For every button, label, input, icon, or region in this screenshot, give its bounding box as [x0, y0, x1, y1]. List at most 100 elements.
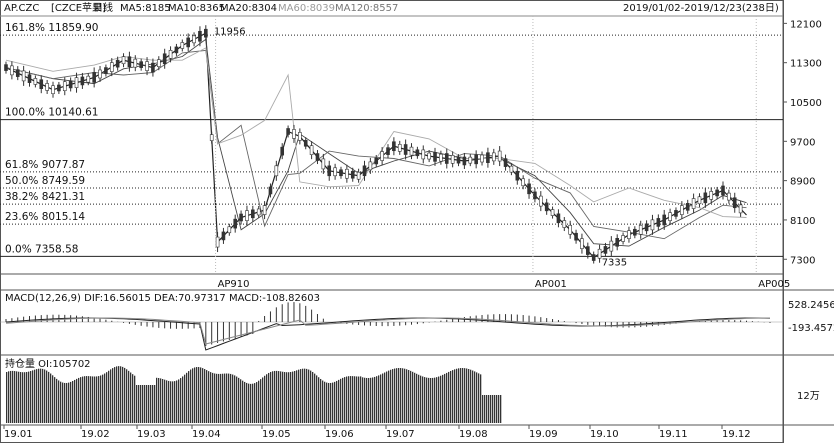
oi-bar [26, 372, 28, 423]
dea-line [5, 317, 770, 345]
oi-bar [452, 370, 454, 423]
oi-bar [472, 370, 474, 423]
oi-bar [442, 374, 444, 423]
oi-bar [100, 375, 102, 423]
oi-bar [44, 369, 46, 423]
oi-bar [352, 376, 354, 423]
oi-bar [390, 369, 392, 423]
oi-bar [304, 368, 306, 423]
candle-body [468, 156, 473, 164]
oi-bar [426, 377, 428, 423]
oi-bar [186, 372, 188, 423]
candle-body [239, 213, 243, 222]
candle-body [480, 154, 484, 163]
oi-bar [370, 377, 372, 423]
oi-bar [450, 370, 452, 423]
oi-bar [140, 385, 142, 423]
oi-bar [248, 383, 250, 423]
ma20-line [5, 49, 747, 240]
oi-bar [148, 385, 150, 423]
oi-bar [464, 368, 466, 423]
date-label: 19.12 [722, 429, 751, 440]
oi-bar [446, 372, 448, 423]
candle-body [691, 198, 696, 209]
oi-bar [132, 374, 134, 423]
oi-bar [460, 368, 462, 423]
candle-body [527, 183, 531, 195]
oi-bar [108, 370, 110, 423]
candle-body [80, 76, 85, 86]
oi-bar [226, 373, 228, 423]
oi-bar [12, 370, 14, 423]
oi-bar [252, 383, 254, 423]
oi-bar [154, 385, 156, 423]
oi-bar [294, 370, 296, 423]
candle-body [415, 149, 420, 157]
oi-bar [92, 376, 94, 423]
oi-bar [6, 372, 8, 423]
candle-body [127, 56, 132, 68]
oi-bar [134, 375, 136, 423]
oi-bar [76, 378, 78, 423]
oi-bar [262, 377, 264, 423]
candle-body [486, 152, 490, 163]
symbol-label: AP.CZC [4, 3, 39, 14]
date-label: 19.02 [81, 429, 110, 440]
oi-bar [324, 381, 326, 423]
ma60-line [5, 47, 747, 218]
oi-bar [274, 370, 276, 423]
candle-body [374, 157, 379, 165]
price-series: 11956 7335 [4, 25, 747, 269]
candle-body [133, 58, 138, 68]
oi-bar [300, 369, 302, 423]
candle-body [633, 228, 637, 236]
oi-bar [238, 377, 240, 423]
ma20-label: MA20:8304 [220, 3, 277, 14]
oi-bar [206, 370, 208, 423]
candle-body [350, 170, 355, 179]
oi-bar [164, 379, 166, 423]
candle-body [180, 42, 185, 49]
oi-bar [242, 380, 244, 423]
oi-bar [372, 377, 374, 423]
oi-bar [408, 370, 410, 423]
oi-bar [448, 371, 450, 423]
macd-panel: MACD(12,26,9) DIF:16.56015 DEA:70.97317 … [0, 293, 834, 351]
oi-bar [440, 375, 442, 423]
candle-body [721, 185, 725, 196]
oi-bar [36, 369, 38, 423]
candle-body [292, 129, 296, 139]
candle-body [456, 156, 461, 164]
candle-body [621, 235, 625, 242]
candle-body [251, 209, 255, 219]
oi-bar [492, 395, 494, 423]
candle-body [262, 205, 267, 215]
oi-bar [478, 373, 480, 423]
oi-bar [178, 379, 180, 423]
oi-bar [146, 385, 148, 423]
oi-bar [328, 382, 330, 423]
oi-bar [234, 375, 236, 423]
oi-bar [116, 366, 118, 423]
fib-label: 100.0% 10140.61 [5, 107, 98, 119]
candle-body [586, 246, 590, 255]
oi-bar [72, 380, 74, 423]
oi-bar [288, 372, 290, 423]
candle-body [591, 254, 596, 261]
oi-bar [400, 368, 402, 423]
candle-body [10, 65, 14, 76]
oi-bar [80, 377, 82, 423]
oi-bar [306, 368, 308, 423]
oi-bar [496, 395, 498, 423]
oi-bar [484, 395, 486, 423]
oi-bar [42, 368, 44, 423]
oi-bar [168, 380, 170, 423]
candle-body [333, 167, 337, 177]
fib-label: 161.8% 11859.90 [5, 22, 98, 34]
oi-bar [332, 382, 334, 423]
oi-bar [282, 371, 284, 423]
oi-bar [158, 378, 160, 423]
oi-bar [170, 381, 172, 423]
oi-bar [16, 371, 18, 423]
